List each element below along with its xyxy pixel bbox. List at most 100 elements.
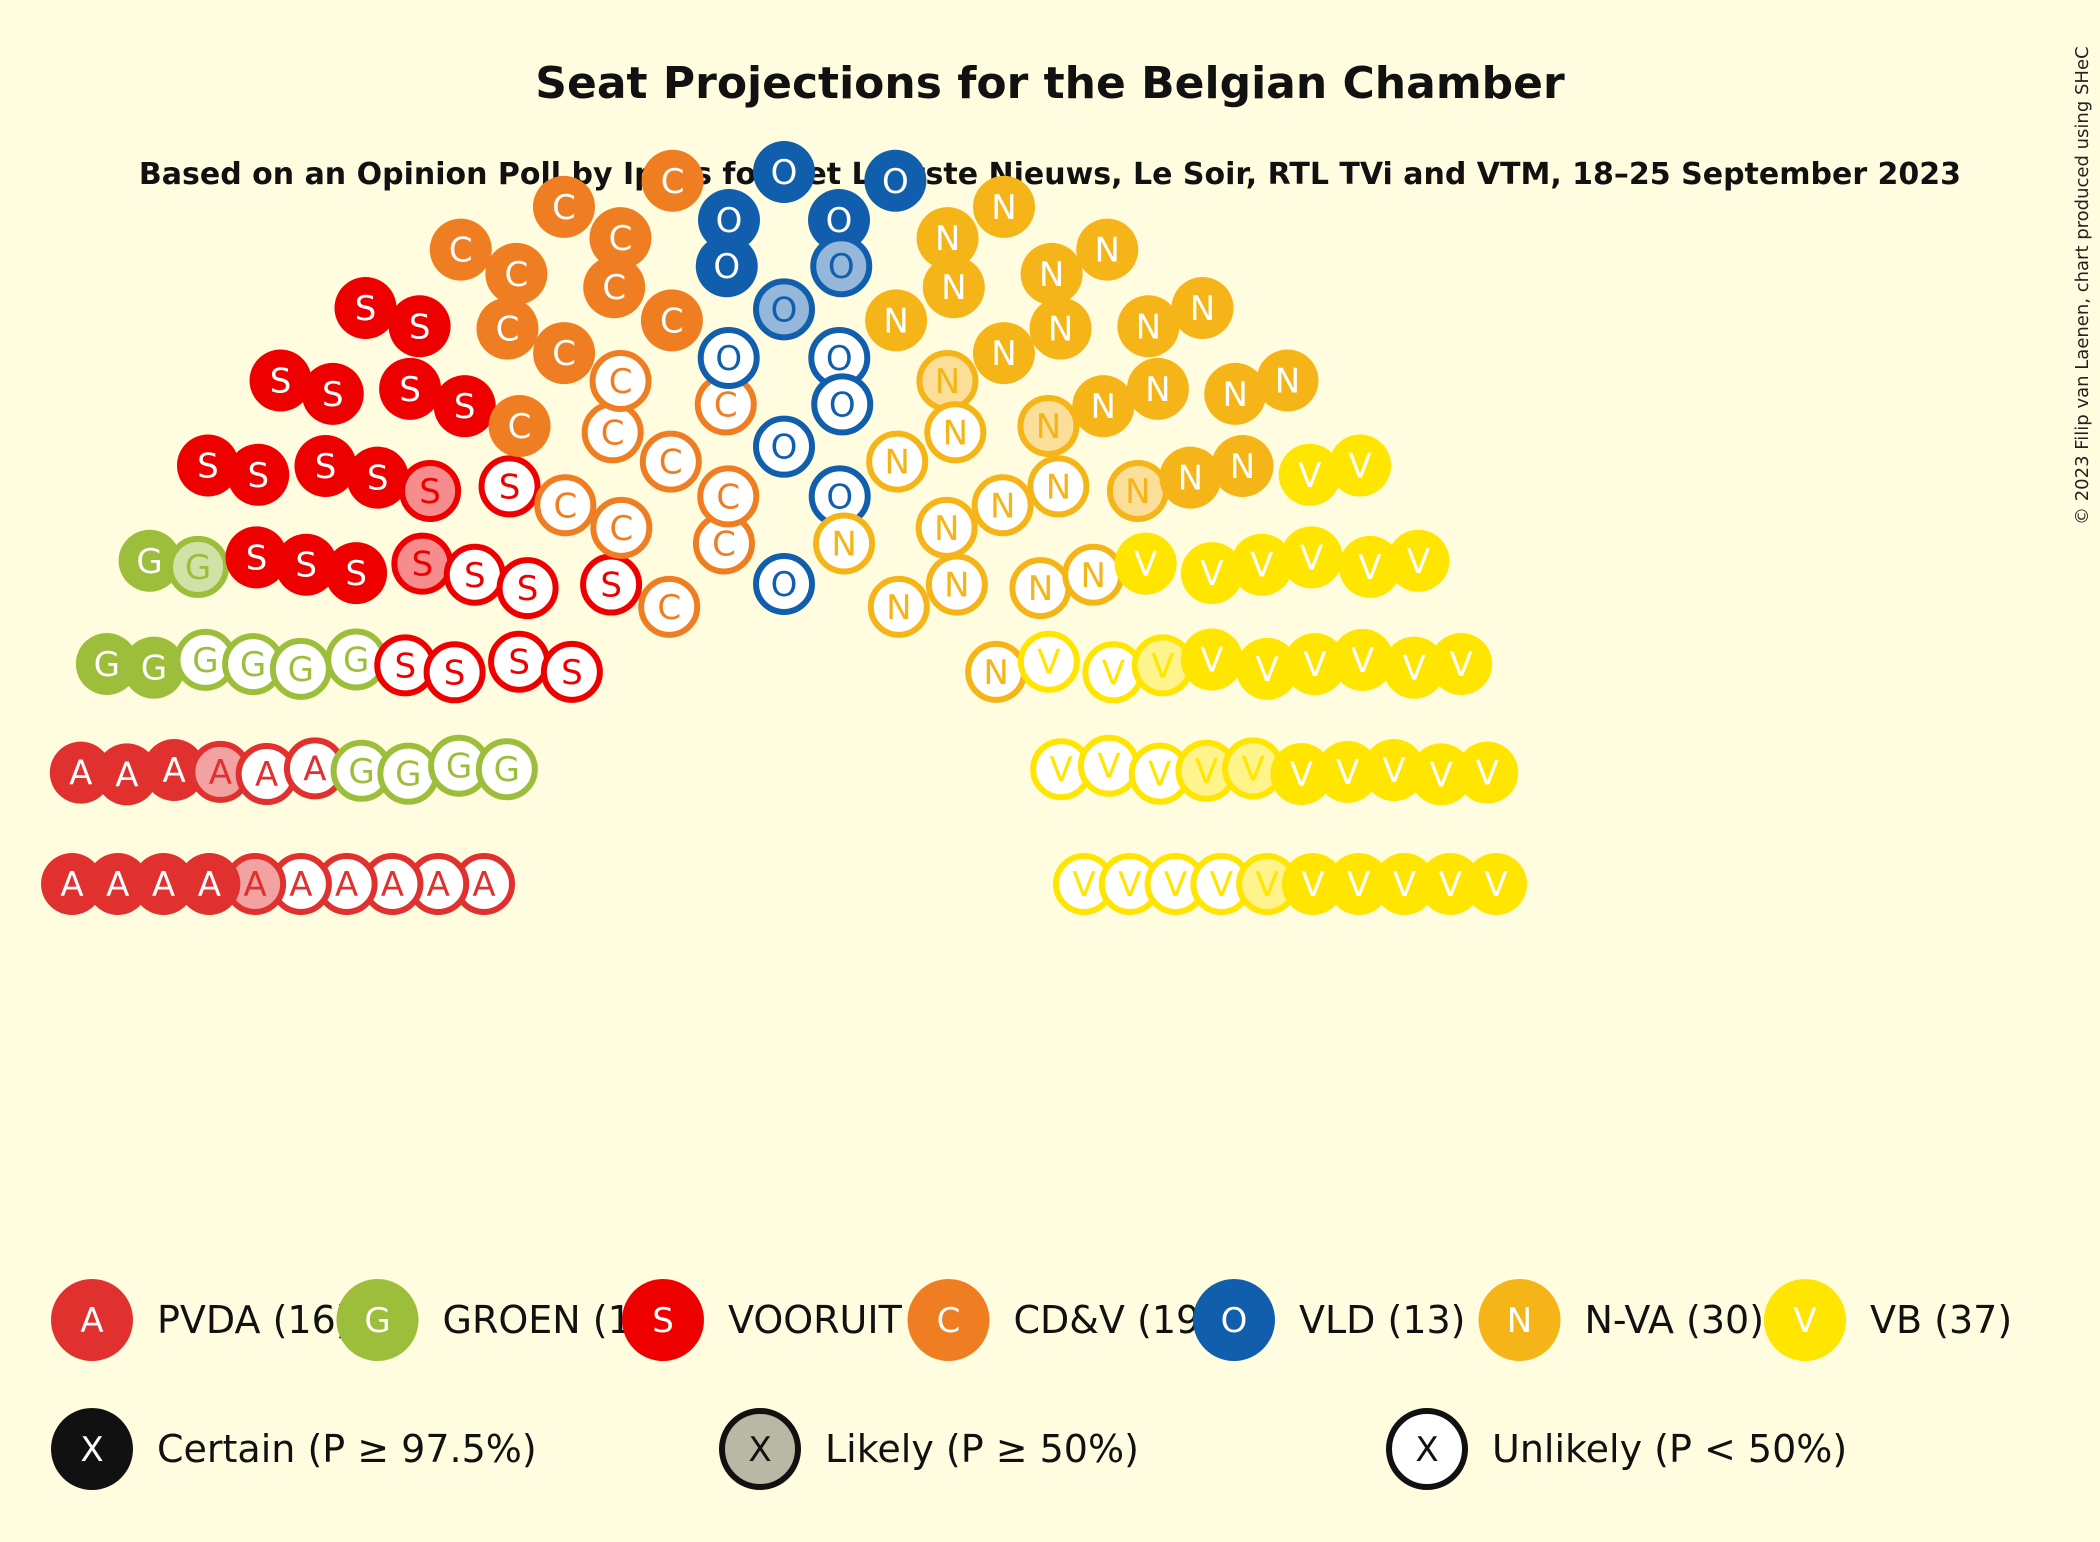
seat-c-letter: C: [660, 301, 684, 341]
probability-item-unlikely: X Unlikely (P < 50%): [1386, 1408, 1847, 1490]
seat-o-letter: O: [716, 201, 743, 241]
seat-s: S: [388, 295, 451, 358]
seat-c: C: [640, 289, 703, 352]
seat-v: V: [1230, 533, 1293, 596]
seat-n: N: [865, 289, 928, 352]
legend-swatch-g: G: [336, 1279, 419, 1361]
seat-a-letter: A: [152, 865, 175, 905]
seat-o-letter: O: [882, 162, 909, 202]
seat-g-letter: G: [94, 645, 120, 685]
seat-n: N: [1126, 357, 1189, 420]
legend-label: N-VA (30): [1585, 1298, 1765, 1342]
seat-s-letter: S: [419, 472, 441, 512]
seat-g-letter: G: [185, 548, 211, 588]
seat-s-letter: S: [600, 566, 622, 606]
seat-a-letter: A: [255, 755, 278, 795]
legend-swatch-a-letter: A: [80, 1301, 103, 1341]
seat-a: A: [86, 853, 149, 915]
seat-a-letter: A: [162, 751, 185, 791]
seat-o-letter: O: [715, 339, 742, 379]
seat-s: S: [433, 375, 496, 438]
seat-s-letter: S: [355, 289, 377, 329]
seat-s-letter: S: [247, 456, 269, 496]
seat-s-letter: S: [409, 307, 431, 347]
seat-a-letter: A: [198, 865, 221, 905]
seat-s-letter: S: [399, 370, 421, 410]
seat-s: S: [227, 443, 290, 506]
seat-n-letter: N: [884, 443, 909, 483]
seat-n-letter: N: [1048, 310, 1073, 350]
seat-g-letter: G: [395, 755, 421, 795]
seat-n-letter: N: [1091, 387, 1116, 427]
seat-v-letter: V: [1300, 538, 1323, 578]
seat-c-letter: C: [449, 231, 473, 271]
seat-n: N: [971, 474, 1034, 537]
seat-v-letter: V: [1290, 755, 1313, 795]
seat-s: S: [346, 446, 409, 509]
seat-v: V: [1017, 630, 1080, 693]
seat-s: S: [334, 276, 397, 339]
seat-n-letter: N: [935, 362, 960, 402]
seat-v: V: [1338, 535, 1401, 598]
seat-n-letter: N: [883, 301, 908, 341]
seat-o: O: [753, 141, 815, 203]
seat-c-letter: C: [552, 334, 576, 374]
seat-n: N: [1117, 295, 1180, 358]
legend-swatch-s: S: [622, 1279, 704, 1361]
seat-o: O: [753, 415, 815, 478]
seat-g: G: [377, 742, 440, 805]
seat-s: S: [225, 526, 288, 589]
seat-v: V: [1180, 628, 1243, 691]
seat-s: S: [540, 640, 603, 703]
legend-label: VB (37): [1870, 1298, 2012, 1342]
probability-label: Unlikely (P < 50%): [1492, 1427, 1847, 1471]
seat-g-letter: G: [136, 542, 162, 582]
seat-a: A: [283, 737, 346, 800]
legend-label: PVDA (16): [157, 1298, 351, 1342]
seat-o: O: [808, 465, 871, 528]
seat-s: S: [423, 641, 486, 704]
seat-c: C: [476, 297, 539, 360]
seat-s: S: [488, 630, 551, 693]
seat-v: V: [1362, 738, 1425, 801]
seat-v-letter: V: [1134, 545, 1157, 585]
seat-v: V: [1283, 633, 1346, 696]
seat-v: V: [1280, 526, 1343, 589]
seat-o: O: [753, 278, 815, 341]
seat-v-letter: V: [1250, 546, 1273, 586]
seat-c-letter: C: [508, 407, 532, 447]
seat-c-letter: C: [716, 477, 740, 517]
seat-s: S: [275, 533, 338, 596]
seat-g: G: [75, 632, 138, 695]
seat-n-letter: N: [991, 188, 1016, 228]
seat-n: N: [1204, 362, 1267, 425]
seat-v: V: [1082, 641, 1145, 704]
legend-swatch-c: C: [907, 1279, 990, 1361]
seat-v-letter: V: [1241, 749, 1264, 789]
seat-c: C: [590, 496, 653, 559]
seat-s-letter: S: [499, 467, 521, 507]
legend-item-v: VB (37) V: [1764, 1279, 2012, 1361]
seat-n: N: [867, 575, 930, 638]
legend-item-a: PVDA (16) A: [51, 1279, 351, 1361]
seat-c: C: [589, 349, 652, 412]
seat-v-letter: V: [1118, 865, 1141, 905]
seat-a-letter: A: [427, 865, 450, 905]
seat-c: C: [638, 575, 701, 638]
seat-n: N: [1029, 297, 1092, 360]
seat-a: A: [95, 743, 158, 806]
seat-v-letter: V: [1195, 752, 1218, 792]
seat-c-letter: C: [553, 486, 577, 526]
seat-s-letter: S: [517, 569, 539, 609]
seat-s: S: [294, 435, 357, 498]
seat-v-letter: V: [1430, 755, 1453, 795]
seat-v-letter: V: [1298, 456, 1321, 496]
seat-n-letter: N: [1230, 447, 1255, 487]
seat-o-letter: O: [826, 477, 853, 517]
seat-n: N: [925, 553, 988, 616]
seat-n: N: [1211, 435, 1274, 498]
legend-item-c: CD&V (19) C: [907, 1279, 1215, 1361]
seat-v: V: [1331, 628, 1394, 691]
